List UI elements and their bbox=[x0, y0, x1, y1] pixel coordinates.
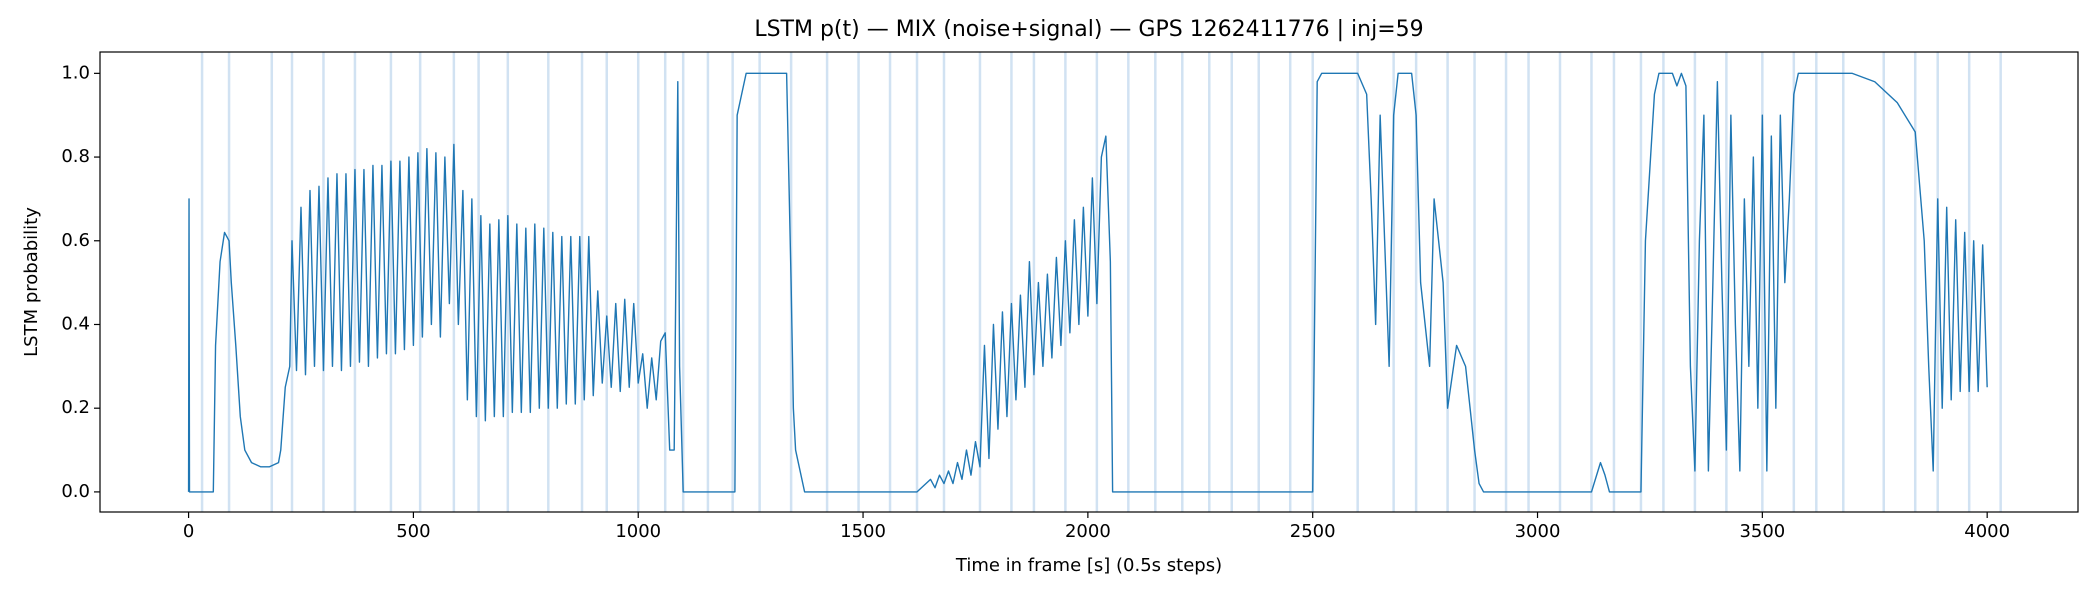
x-tick-label: 2000 bbox=[1065, 521, 1111, 542]
x-tick-label: 0 bbox=[183, 521, 194, 542]
x-tick-label: 4000 bbox=[1964, 521, 2010, 542]
x-tick-label: 1000 bbox=[615, 521, 661, 542]
x-tick-label: 1500 bbox=[840, 521, 886, 542]
x-tick-label: 2500 bbox=[1290, 521, 1336, 542]
y-tick-label: 0.4 bbox=[61, 313, 90, 334]
y-tick-label: 0.8 bbox=[61, 146, 90, 167]
x-tick-label: 3500 bbox=[1739, 521, 1785, 542]
y-tick-label: 0.2 bbox=[61, 397, 90, 418]
y-axis-label: LSTM probability bbox=[21, 207, 42, 357]
plot-frame bbox=[99, 51, 2079, 513]
data-line bbox=[187, 72, 1988, 493]
x-tick-label: 500 bbox=[396, 521, 430, 542]
x-tick-label: 3000 bbox=[1515, 521, 1561, 542]
y-tick-label: 0.6 bbox=[61, 230, 90, 251]
chart-title: LSTM p(t) — MIX (noise+signal) — GPS 126… bbox=[754, 17, 1423, 42]
y-tick-label: 1.0 bbox=[61, 62, 90, 83]
y-tick-label: 0.0 bbox=[61, 481, 90, 502]
x-axis-label: Time in frame [s] (0.5s steps) bbox=[955, 555, 1222, 576]
